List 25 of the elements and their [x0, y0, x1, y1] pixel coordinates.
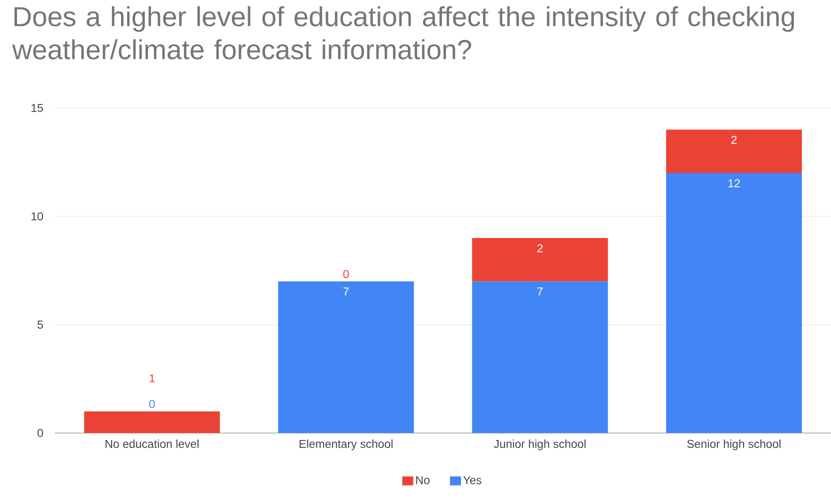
data-label: 2 — [731, 136, 737, 144]
y-tick-label: 5 — [38, 320, 43, 329]
legend-label: Yes — [463, 476, 482, 484]
x-tick-label: No education level — [106, 440, 199, 448]
legend-label: No — [416, 476, 430, 484]
data-label: 12 — [728, 179, 740, 188]
bar — [666, 130, 802, 173]
x-tick-label: Senior high school — [687, 440, 781, 450]
data-label: 0 — [343, 270, 349, 278]
data-label: 2 — [537, 244, 543, 252]
chart-title: Does a higher level of education affect the intensity of checking weather/climate forecast information? — [12, 6, 794, 60]
data-label: 1 — [150, 374, 155, 382]
bar — [666, 172, 802, 433]
data-label: 7 — [537, 288, 543, 296]
bar — [84, 411, 220, 433]
y-tick-label: 0 — [38, 428, 44, 438]
data-label: 0 — [149, 400, 155, 408]
bar — [472, 238, 608, 282]
bar — [278, 281, 414, 433]
y-tick-label: 10 — [32, 212, 44, 220]
x-tick-label: Elementary school — [300, 440, 393, 450]
bar — [472, 281, 608, 433]
y-tick-label: 15 — [32, 104, 43, 112]
data-label: 7 — [343, 288, 349, 296]
x-tick-label: Junior high school — [494, 440, 586, 450]
